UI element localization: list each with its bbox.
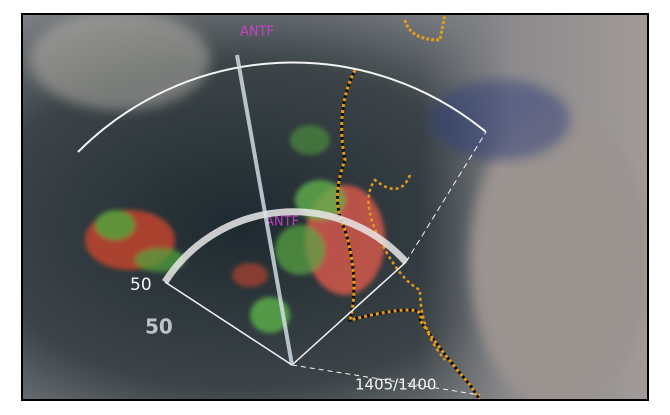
waypoint-label: ANTF [240,25,274,40]
boundary-line [403,14,447,42]
display-range-label: 50 [145,315,173,339]
boundary-line [367,174,446,361]
flight-level-label: 1405/1400 [355,376,436,394]
frame-border [21,13,649,401]
boundary-line [336,69,482,400]
photo: ANTF ANTF 50 50 1405/1400 [22,14,648,400]
waypoint-label: ANTF [265,215,299,230]
range-overlay [77,54,487,396]
range-label: 50 [130,275,152,295]
